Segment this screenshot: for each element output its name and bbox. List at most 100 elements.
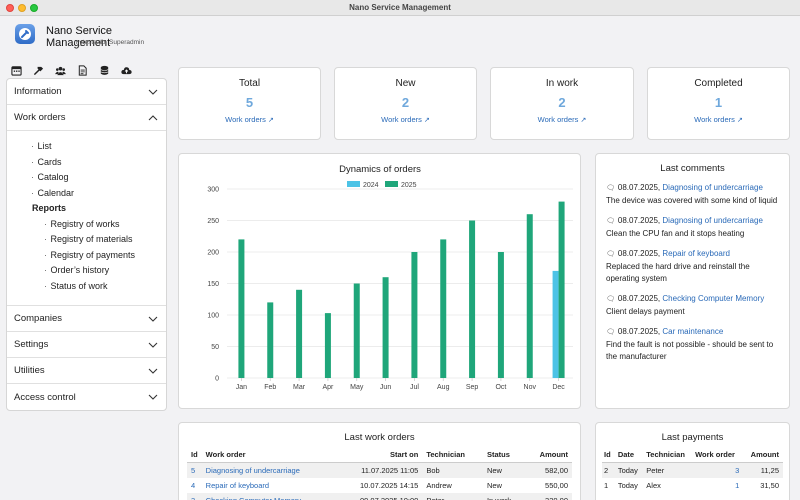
external-link-icon: ↗ [423,117,430,124]
submenu-item-registry-works[interactable]: · Registry of works [44,218,120,229]
submenu-item-catalog[interactable]: · Catalog [31,172,69,182]
external-link-icon: ↗ [267,117,274,124]
table-row[interactable]: 2 Today Peter 3 11,25 [602,462,783,478]
submenu-item-list[interactable]: · List [31,141,52,151]
app-name: Nano Service Management [46,25,113,49]
x-tick-label: Oct [495,384,506,391]
comment-text: Client delays payment [606,307,685,316]
work-orders-submenu: · List · Cards · Catalog · Calendar Repo… [7,131,166,306]
x-tick-label: Aug [437,384,450,391]
table-row[interactable]: 3 Checking Computer Memory 09.07.2025 10:0… [187,492,572,500]
x-tick-label: Sep [466,384,479,391]
work-orders-link[interactable]: Work orders ↗ [694,115,743,124]
table-row[interactable]: 1 Today Alex 1 31,50 [602,478,783,493]
comment-task-link[interactable]: Checking Computer Memory [662,294,765,303]
chart-bars [238,201,565,378]
work-order-link[interactable]: 1 [735,480,740,490]
work-orders-link[interactable]: Work orders ↗ [381,115,430,124]
menu-item-utilities[interactable]: Utilities [7,358,166,384]
order-id-link[interactable]: 4 [191,480,196,490]
status-cell: In work [482,492,525,500]
column-header: Work order [693,447,744,463]
external-link-icon: ↗ [736,117,743,124]
calendar-icon[interactable] [10,64,22,76]
submenu-item-calendar[interactable]: · Calendar [31,187,75,198]
y-tick-label: 150 [207,281,219,288]
submenu-item-status-of-work[interactable]: · Status of work [44,280,108,291]
status-cell: New [482,462,525,478]
work-orders-link[interactable]: Work orders ↗ [537,115,587,124]
x-tick-label: Jul [410,384,419,391]
menu-item-access-control[interactable]: Access control [7,384,166,410]
stat-title: Completed [694,78,743,89]
comment-item: 🗨 08.07.2025, Diagnosing of undercarriage… [606,215,782,240]
payments-title: Last payments [661,432,724,443]
bar-2025 [324,313,331,378]
comments-card: Last comments 🗨 08.07.2025, Diagnosing of… [595,153,790,409]
stat-title: New [395,78,416,89]
work-orders-card: Last work orders Id Work order Start on … [178,422,581,500]
comment-task-link[interactable]: Diagnosing of undercarriage [662,183,763,192]
order-name-link[interactable]: Checking Computer Memory [201,492,337,500]
order-name-link[interactable]: Repair of keyboard [205,480,270,490]
close-window-button[interactable] [6,4,14,12]
stat-value: 2 [558,95,566,110]
y-tick-label: 300 [207,187,219,194]
chevron-down-icon [148,89,158,95]
chart-grid: 0 50 100 150 200 250 300 [207,187,573,383]
menu-item-work-orders[interactable]: Work orders [7,105,166,131]
bar-2024 [552,270,559,378]
orders-chart: Dynamics of orders 2024 2025 0 50 100 150 200… [207,164,573,391]
submenu-item-registry-payments[interactable]: · Registry of payments [44,249,136,260]
menu-item-label: Companies [14,313,63,324]
submenu-item-cards[interactable]: · Cards [31,156,62,167]
work-order-link[interactable]: 3 [693,462,744,478]
technician-cell: Andrew [426,480,452,490]
stat-value: 5 [245,95,254,110]
menu-item-information[interactable]: Information [7,79,166,105]
chart-legend: 2024 2025 [347,181,417,189]
bar-2025 [469,220,476,378]
start-on-cell: 10.07.2025 14:15 [359,480,419,490]
bar-2025 [411,252,418,378]
comment-task-link[interactable]: Car maintenance [662,327,724,336]
database-user-info: mytests.db, Superadmin [74,39,145,46]
comment-text: Find the fault is not possible - should … [606,340,774,361]
users-icon[interactable] [54,64,66,76]
comment-bubble-icon: 🗨 [606,251,615,258]
submenu-item-registry-materials[interactable]: · Registry of materials [44,234,133,244]
cloud-upload-icon[interactable] [120,64,132,76]
menu-item-companies[interactable]: Companies [7,306,166,332]
amount-cell: 582,00 [524,462,572,478]
order-name-link[interactable]: Diagnosing of undercarriage [201,462,337,478]
table-row[interactable]: 4 Repair of keyboard 10.07.2025 14:15 Andre… [187,478,572,493]
x-tick-label: Apr [322,384,334,391]
comment-item: 🗨 08.07.2025, Diagnosing of undercarriage… [606,182,782,207]
menu-item-settings[interactable]: Settings [7,332,166,358]
order-id-link[interactable]: 5 [187,462,202,478]
comment-date: 08.07.2025, [617,327,661,336]
comment-bubble-icon: 🗨 [606,218,615,225]
minimize-window-button[interactable] [18,4,26,12]
order-id-link[interactable]: 3 [187,492,202,500]
stat-value: 2 [401,95,410,110]
payments-card: Last payments Id Date Technician Work or… [595,422,790,500]
stat-title: Total [238,78,261,89]
comment-item: 🗨 08.07.2025, Checking Computer Memory Cli… [606,293,782,318]
comment-task-link[interactable]: Repair of keyboard [662,249,730,258]
hammer-icon[interactable] [32,64,44,76]
column-header: Date [615,447,645,463]
payment-id-cell: 2 [602,462,616,478]
column-header: Amount [743,447,783,463]
menu-item-label: Utilities [14,365,45,376]
submenu-item-order-history[interactable]: · Order’s history [44,265,110,275]
database-icon[interactable] [98,64,110,76]
work-orders-link[interactable]: Work orders ↗ [225,115,274,124]
document-icon[interactable] [76,64,88,76]
maximize-window-button[interactable] [30,4,38,12]
x-tick-label: Nov [524,384,537,391]
comment-text: Clean the CPU fan and it stops heating [606,229,745,238]
comment-task-link[interactable]: Diagnosing of undercarriage [662,216,763,225]
table-row[interactable]: 5 Diagnosing of undercarriage 11.07.2025 1… [187,462,572,478]
column-header: Start on [336,447,423,463]
